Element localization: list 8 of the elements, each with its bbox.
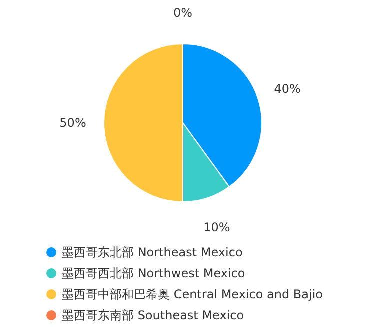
data-label: 40%	[274, 82, 301, 96]
data-label: 50%	[60, 116, 86, 130]
legend-label: 墨西哥中部和巴希奥 Central Mexico and Bajio	[62, 288, 324, 302]
text: 0%	[173, 6, 193, 20]
legend-label: 墨西哥东南部 Southeast Mexico	[62, 308, 244, 322]
legend-label: 墨西哥西北部 Northwest Mexico	[62, 266, 246, 280]
data-label: 10%	[204, 220, 230, 235]
legend-label: 墨西哥东北部 Northeast Mexico	[62, 246, 243, 260]
